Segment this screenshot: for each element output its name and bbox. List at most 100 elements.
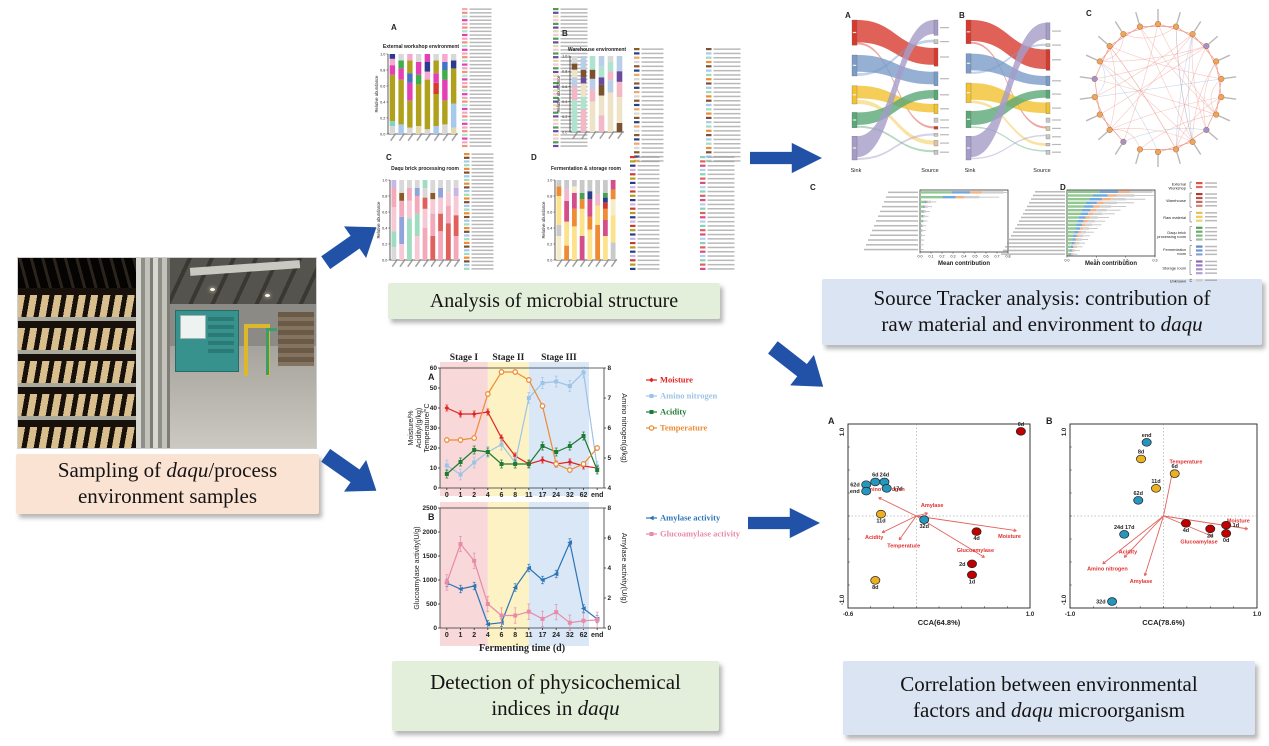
svg-text:1d: 1d [1233,523,1239,529]
svg-text:A: A [428,372,435,382]
svg-text:8d: 8d [872,585,878,591]
hbar-D: 0.0 0.1 0.2 0.3 Mean contribution D [1001,183,1158,267]
svg-text:Temperature: Temperature [660,423,707,433]
hbar-C: 0.0 0.1 0.2 0.3 0.4 0.5 0.6 0.7 0.8 Mean contribu… [810,183,1011,267]
photo-storage-racks [278,312,314,366]
svg-text:C: C [386,153,392,162]
svg-text:4: 4 [608,485,612,492]
svg-text:Stage III: Stage III [541,353,577,363]
svg-text:5: 5 [608,455,612,462]
svg-text:11d: 11d [1151,479,1160,485]
svg-text:8d: 8d [1138,449,1144,455]
svg-text:B: B [1046,416,1053,426]
svg-text:20: 20 [430,445,438,452]
photo-machine [175,310,239,372]
svg-text:0.4: 0.4 [562,100,567,104]
svg-text:0.0: 0.0 [562,130,567,134]
svg-text:11d: 11d [876,519,885,525]
svg-text:0.6: 0.6 [382,210,387,214]
svg-text:room: room [1177,251,1186,256]
svg-text:Amylase: Amylase [1130,579,1153,585]
svg-text:0d: 0d [1018,422,1024,428]
svg-text:C: C [810,183,816,192]
svg-text:Amino nitrogen(g/kg): Amino nitrogen(g/kg) [620,393,629,463]
svg-text:17: 17 [539,492,547,499]
microbial-chart-B: B Warehouse environment 0.0 0.2 0.4 0.6 0.8 1.0… [556,29,741,162]
svg-text:1.0: 1.0 [562,54,567,58]
svg-text:32: 32 [566,492,574,499]
svg-text:Glucoamylase activity: Glucoamylase activity [660,529,741,539]
svg-text:A: A [391,23,397,32]
network-C: C [1079,9,1237,167]
svg-text:Acidity: Acidity [1119,550,1138,556]
sankey-A: A Sink Source [845,11,949,174]
svg-text:4: 4 [608,565,612,572]
svg-text:0.0: 0.0 [918,255,923,259]
svg-text:CCA(64.8%): CCA(64.8%) [918,618,961,627]
photo-workshop [170,258,316,448]
svg-text:0.2: 0.2 [380,116,385,120]
cca-B: -1.0 1.0 1.0 -1.0 CCA(78.6%) Temperature Moist… [1046,416,1262,627]
svg-text:17d: 17d [893,486,902,492]
svg-text:1.0: 1.0 [382,178,387,182]
svg-text:11: 11 [525,492,533,499]
svg-text:Moisture: Moisture [998,534,1021,540]
svg-text:-1.0: -1.0 [1065,612,1076,618]
svg-text:8: 8 [608,505,612,512]
svg-text:0.4: 0.4 [962,255,967,259]
svg-text:24d: 24d [880,472,889,478]
svg-text:62d: 62d [1134,491,1143,497]
svg-text:0.8: 0.8 [382,194,387,198]
svg-text:Sink: Sink [965,168,976,174]
svg-text:4d: 4d [973,536,979,542]
svg-text:24: 24 [552,632,560,639]
svg-text:0.8: 0.8 [547,194,552,198]
svg-text:0.8: 0.8 [380,68,385,72]
svg-text:Relative abundance: Relative abundance [556,75,561,113]
svg-text:2: 2 [608,595,612,602]
svg-text:Amylase: Amylase [921,503,944,509]
svg-text:24d 17d: 24d 17d [1114,525,1134,531]
svg-text:-0.6: -0.6 [843,612,854,618]
svg-text:1.0: 1.0 [380,52,385,56]
svg-text:6: 6 [608,535,612,542]
svg-text:2: 2 [472,492,476,499]
sankey-B: B Sink Source [959,11,1061,174]
svg-text:8: 8 [513,632,517,639]
svg-text:Moisture: Moisture [660,375,693,385]
svg-text:Acidity: Acidity [660,407,687,417]
svg-text:30: 30 [430,425,438,432]
svg-text:Amino nitrogen: Amino nitrogen [660,391,717,401]
svg-text:Mean contribution: Mean contribution [1085,261,1137,267]
svg-text:D: D [531,153,537,162]
svg-text:10: 10 [430,465,438,472]
svg-text:-1.0: -1.0 [840,594,846,605]
svg-text:Amylase activity(U/g): Amylase activity(U/g) [620,533,629,604]
svg-text:Fermentation & storage room: Fermentation & storage room [551,166,622,172]
svg-text:Fermenting time (d): Fermenting time (d) [479,643,565,654]
svg-text:0.4: 0.4 [380,100,385,104]
svg-text:Stage II: Stage II [492,353,524,363]
svg-text:External: External [1172,181,1186,186]
svg-text:0d: 0d [1223,538,1229,544]
svg-text:0: 0 [433,485,437,492]
photo-daqu-racks [18,258,136,448]
svg-text:1.0: 1.0 [1253,612,1262,618]
caption-physchem: Detection of physicochemical indices in … [392,661,719,731]
svg-text:Raw material: Raw material [1163,215,1186,220]
svg-text:0.8: 0.8 [1006,255,1011,259]
svg-text:50: 50 [430,385,438,392]
svg-text:1.0: 1.0 [1026,612,1035,618]
svg-text:Relative abundance: Relative abundance [374,75,379,113]
svg-text:B: B [959,11,965,20]
svg-text:-1.0: -1.0 [1062,594,1068,605]
svg-text:62: 62 [580,492,588,499]
svg-text:Relative abundance: Relative abundance [541,201,546,239]
svg-text:0.0: 0.0 [1065,259,1070,263]
svg-text:1d: 1d [969,579,975,585]
svg-text:Temperature/°C: Temperature/°C [423,403,431,452]
svg-text:500: 500 [426,601,437,608]
